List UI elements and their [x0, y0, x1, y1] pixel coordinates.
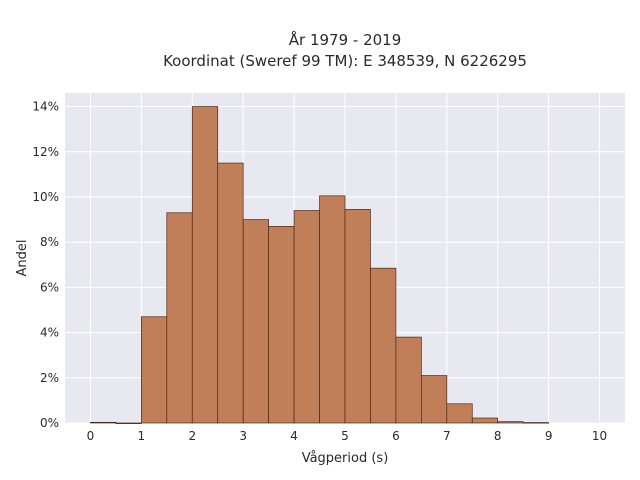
y-tick-label: 14% — [32, 100, 59, 114]
y-tick-label: 0% — [40, 416, 59, 430]
x-tick-label: 2 — [188, 429, 196, 443]
y-tick-label: 4% — [40, 326, 59, 340]
x-axis-ticks: 0 1 2 3 4 5 6 7 8 9 10 — [87, 429, 608, 443]
y-tick-label: 10% — [32, 190, 59, 204]
x-axis-label: Vågperiod (s) — [302, 451, 389, 466]
x-tick-label: 8 — [494, 429, 502, 443]
x-tick-label: 1 — [138, 429, 146, 443]
histogram-bar — [370, 267, 397, 424]
chart-title-line2: Koordinat (Sweref 99 TM): E 348539, N 62… — [163, 52, 527, 70]
x-tick-label: 3 — [239, 429, 247, 443]
histogram-bar — [90, 421, 117, 424]
histogram-bar — [141, 316, 168, 424]
bars — [90, 106, 549, 424]
x-tick-label: 10 — [592, 429, 607, 443]
x-tick-label: 9 — [545, 429, 553, 443]
histogram-bar — [522, 422, 549, 424]
histogram-bar — [293, 210, 320, 424]
histogram-bar — [497, 421, 524, 424]
histogram-bar — [242, 219, 269, 424]
x-tick-label: 4 — [290, 429, 298, 443]
histogram-bar — [446, 403, 473, 424]
y-tick-label: 2% — [40, 371, 59, 385]
histogram-bar — [395, 336, 422, 424]
x-tick-label: 6 — [392, 429, 400, 443]
histogram-bar — [217, 162, 244, 424]
y-axis-ticks: 0% 2% 4% 6% 8% 10% 12% 14% — [32, 100, 59, 430]
histogram-bar — [344, 209, 371, 424]
chart-title-line1: År 1979 - 2019 — [289, 30, 402, 49]
y-tick-label: 8% — [40, 235, 59, 249]
histogram-bar — [319, 195, 346, 424]
histogram-bar — [115, 422, 142, 424]
y-tick-label: 12% — [32, 145, 59, 159]
histogram-bar — [471, 417, 499, 424]
y-axis-label: Andel — [15, 240, 30, 277]
histogram-bar — [268, 226, 295, 424]
x-tick-label: 0 — [87, 429, 95, 443]
histogram-bar — [191, 106, 219, 424]
x-tick-label: 5 — [341, 429, 349, 443]
histogram-bar — [421, 375, 448, 424]
histogram-bar — [166, 212, 193, 424]
x-tick-label: 7 — [443, 429, 451, 443]
y-tick-label: 6% — [40, 280, 59, 294]
